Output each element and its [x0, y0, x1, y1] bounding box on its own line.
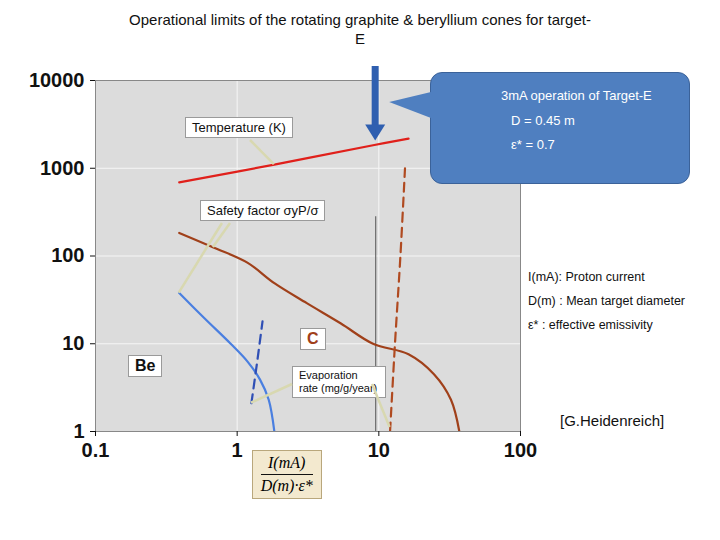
svg-text:1: 1	[232, 439, 243, 461]
html-text:D(m) : Mean target diameter: D(m) : Mean target diameter	[528, 294, 685, 308]
html-text:Evaporation rate (mg/g/year): Evaporation rate (mg/g/year)	[299, 369, 378, 394]
html-text:ε* = 0.7: ε* = 0.7	[511, 137, 555, 152]
html-text:Operational limits of the rota: Operational limits of the rotating graph…	[129, 11, 591, 47]
html-text:Be: Be	[135, 357, 156, 374]
html-text:D = 0.45 m: D = 0.45 m	[511, 113, 575, 128]
html-text:3mA operation of Target-E: 3mA operation of Target-E	[501, 88, 652, 103]
html-text:ε* : effective emissivity: ε* : effective emissivity	[528, 318, 653, 332]
html-text:D(m)·ε*: D(m)·ε*	[260, 477, 313, 494]
html-text:Temperature (K): Temperature (K)	[192, 120, 286, 135]
svg-text:0.1: 0.1	[82, 439, 110, 461]
html-text:I(mA): I(mA)	[268, 454, 306, 471]
svg-text:1000: 1000	[40, 157, 85, 179]
svg-text:100: 100	[504, 439, 537, 461]
html-text:[G.Heidenreich]: [G.Heidenreich]	[560, 412, 665, 429]
html-text:I(mA): Proton current: I(mA): Proton current	[528, 270, 645, 284]
svg-text:10000: 10000	[29, 69, 85, 91]
svg-text:1: 1	[73, 420, 84, 442]
html-text:Safety factor σyP/σ: Safety factor σyP/σ	[207, 203, 319, 218]
html-text:C: C	[307, 330, 319, 347]
svg-text:10: 10	[368, 439, 390, 461]
svg-text:10: 10	[62, 332, 84, 354]
svg-text:100: 100	[51, 244, 84, 266]
